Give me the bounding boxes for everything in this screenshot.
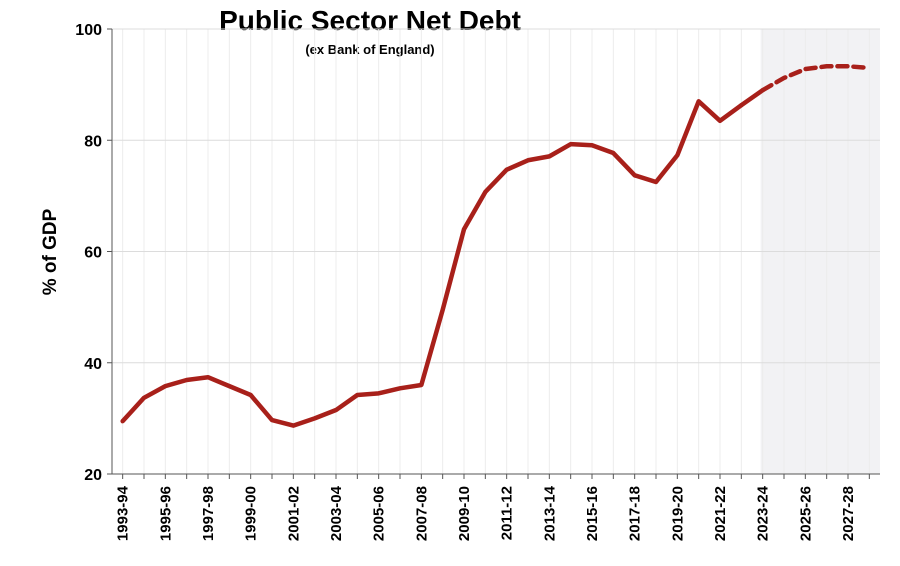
x-tick-label: 2005-06 [371, 486, 388, 541]
chart-title: Public Sector Net Debt [219, 5, 521, 36]
y-axis-label: % of GDP [40, 208, 61, 295]
x-tick-label: 1997-98 [200, 486, 217, 541]
x-tick-label: 2009-10 [456, 486, 473, 541]
y-tick-label: 100 [75, 22, 102, 39]
chart-subtitle: (ex Bank of England) [305, 42, 434, 57]
forecast-line [760, 64, 872, 93]
x-tick-label: 1999-00 [243, 486, 260, 541]
x-tick-label: 2013-14 [541, 485, 558, 541]
x-tick-label: 2001-02 [285, 486, 302, 541]
y-tick-label: 80 [84, 133, 102, 150]
x-tick-label: 2003-04 [328, 485, 345, 541]
x-tick-label: 2017-18 [627, 486, 644, 541]
forecast-link [739, 87, 765, 108]
y-tick-label: 60 [84, 245, 102, 262]
x-tick-label: 2007-08 [413, 486, 430, 541]
x-tick-label: 2015-16 [584, 486, 601, 541]
x-tick-label: 2023-24 [755, 485, 772, 541]
x-tick-label: 2027-28 [840, 486, 857, 541]
x-tick-label: 2021-22 [712, 486, 729, 541]
x-tick-label: 2025-26 [797, 486, 814, 541]
y-tick-label: 40 [84, 356, 102, 373]
x-tick-label: 1993-94 [115, 485, 132, 541]
x-tick-label: 1995-96 [157, 486, 174, 541]
x-tick-label: 2011-12 [499, 486, 516, 540]
data-line [120, 99, 744, 428]
y-tick-label: 20 [84, 467, 102, 484]
x-tick-label: 2019-20 [669, 486, 686, 541]
